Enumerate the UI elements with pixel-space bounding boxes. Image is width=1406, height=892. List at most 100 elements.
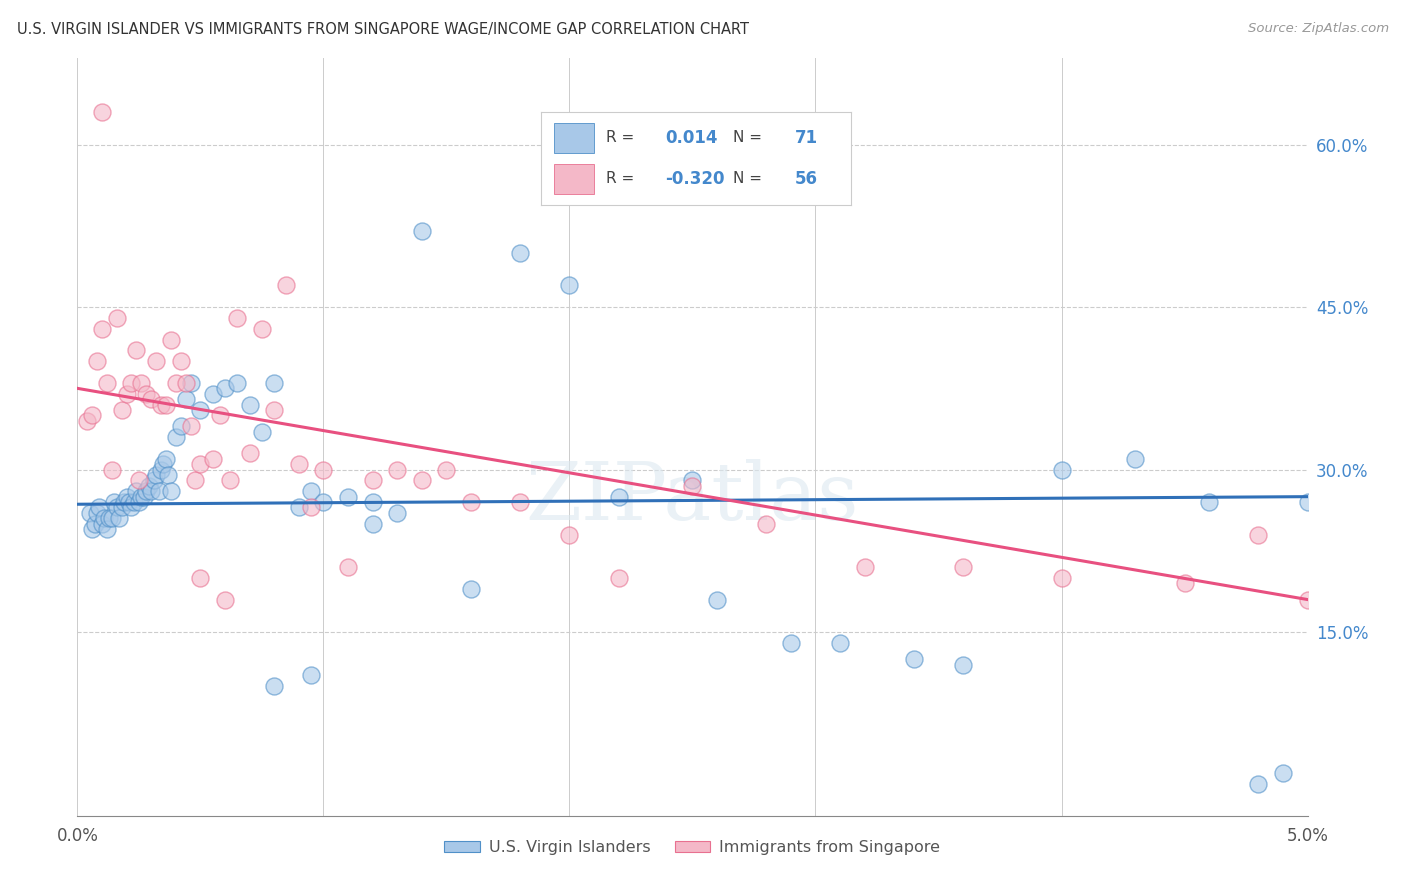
- Point: [263, 679, 285, 693]
- Point: [103, 495, 125, 509]
- Point: [1272, 765, 1295, 780]
- Point: [312, 495, 335, 509]
- Point: [121, 376, 143, 390]
- Point: [214, 592, 236, 607]
- Point: [411, 224, 433, 238]
- Text: U.S. VIRGIN ISLANDER VS IMMIGRANTS FROM SINGAPORE WAGE/INCOME GAP CORRELATION CH: U.S. VIRGIN ISLANDER VS IMMIGRANTS FROM …: [17, 22, 749, 37]
- Point: [89, 500, 111, 515]
- Point: [105, 310, 128, 325]
- Point: [682, 474, 704, 488]
- Point: [115, 490, 138, 504]
- Point: [1050, 571, 1073, 585]
- Point: [312, 462, 335, 476]
- Point: [460, 495, 482, 509]
- Point: [122, 495, 145, 509]
- Point: [1296, 592, 1319, 607]
- Point: [128, 474, 150, 488]
- Point: [118, 495, 141, 509]
- Point: [135, 484, 157, 499]
- Point: [115, 386, 138, 401]
- Point: [201, 386, 224, 401]
- Point: [263, 403, 285, 417]
- Point: [385, 506, 409, 520]
- Point: [125, 484, 148, 499]
- Point: [129, 490, 153, 504]
- Point: [96, 522, 118, 536]
- Point: [169, 354, 191, 368]
- Point: [250, 425, 273, 439]
- Point: [160, 484, 183, 499]
- Point: [93, 511, 115, 525]
- Point: [150, 398, 173, 412]
- Point: [111, 500, 132, 515]
- Point: [509, 495, 531, 509]
- Point: [361, 516, 384, 531]
- Point: [174, 392, 197, 407]
- Text: R =: R =: [606, 171, 640, 186]
- Text: R =: R =: [606, 130, 640, 145]
- Point: [101, 511, 124, 525]
- Point: [165, 430, 187, 444]
- Legend: U.S. Virgin Islanders, Immigrants from Singapore: U.S. Virgin Islanders, Immigrants from S…: [439, 833, 946, 862]
- Point: [165, 376, 187, 390]
- Text: Source: ZipAtlas.com: Source: ZipAtlas.com: [1249, 22, 1389, 36]
- Text: 0.014: 0.014: [665, 128, 717, 146]
- Point: [1296, 495, 1319, 509]
- Point: [337, 560, 360, 574]
- Point: [90, 322, 114, 336]
- Point: [111, 403, 132, 417]
- Point: [830, 636, 852, 650]
- Point: [361, 495, 384, 509]
- Point: [1247, 527, 1270, 541]
- Point: [174, 376, 197, 390]
- Point: [250, 322, 273, 336]
- Point: [903, 652, 925, 666]
- Point: [188, 571, 212, 585]
- Point: [128, 495, 150, 509]
- Point: [214, 381, 236, 395]
- Text: -0.320: -0.320: [665, 170, 724, 188]
- Point: [385, 462, 409, 476]
- Point: [82, 522, 104, 536]
- Point: [682, 479, 704, 493]
- Point: [121, 500, 143, 515]
- Point: [706, 592, 728, 607]
- Point: [108, 511, 131, 525]
- Point: [141, 484, 163, 499]
- Point: [780, 636, 803, 650]
- Point: [152, 457, 174, 471]
- Point: [76, 414, 98, 428]
- Point: [150, 462, 173, 476]
- Point: [132, 490, 155, 504]
- Point: [509, 246, 531, 260]
- Point: [83, 516, 105, 531]
- Point: [288, 500, 311, 515]
- Point: [105, 500, 128, 515]
- Point: [239, 398, 262, 412]
- Point: [145, 467, 167, 482]
- Point: [79, 506, 101, 520]
- Point: [299, 484, 322, 499]
- Point: [288, 457, 311, 471]
- Text: N =: N =: [733, 171, 766, 186]
- Point: [142, 474, 165, 488]
- Bar: [554, 123, 593, 153]
- Point: [239, 446, 262, 460]
- Point: [1050, 462, 1073, 476]
- Point: [436, 462, 458, 476]
- Text: N =: N =: [733, 130, 766, 145]
- Point: [101, 462, 124, 476]
- Point: [1198, 495, 1220, 509]
- Text: 56: 56: [794, 170, 818, 188]
- Point: [188, 457, 212, 471]
- Point: [188, 403, 212, 417]
- Point: [361, 474, 384, 488]
- Point: [96, 376, 118, 390]
- Point: [86, 506, 108, 520]
- Point: [607, 490, 630, 504]
- Point: [208, 409, 231, 423]
- Point: [219, 474, 242, 488]
- Text: ZIPatlas: ZIPatlas: [526, 458, 859, 537]
- Point: [276, 278, 298, 293]
- Point: [226, 376, 249, 390]
